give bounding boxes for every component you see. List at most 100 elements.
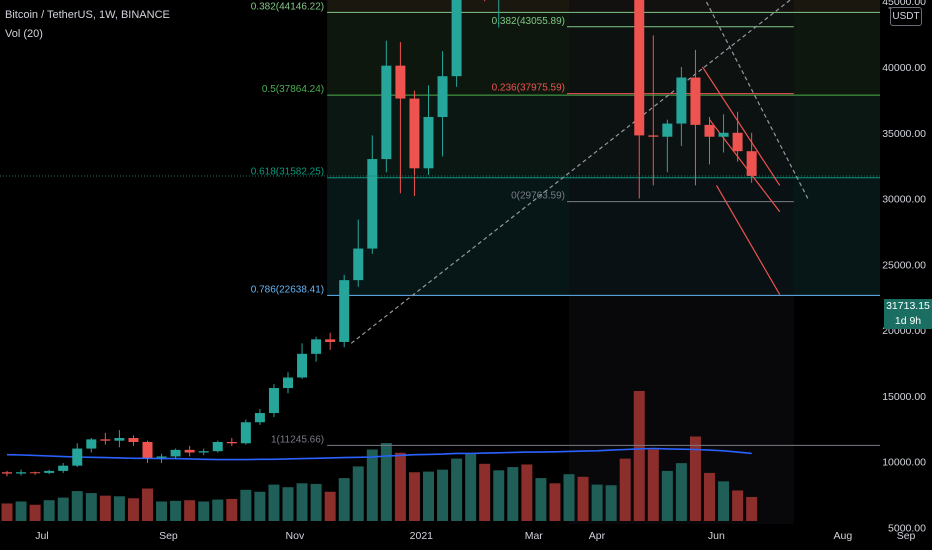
volume-bar [15, 501, 27, 521]
candle-body[interactable] [268, 388, 279, 414]
candle-body[interactable] [254, 413, 265, 423]
volume-bar [352, 466, 364, 521]
bar-countdown-tag: 1d 9h [884, 314, 932, 329]
candle-body[interactable] [451, 0, 462, 77]
symbol-title[interactable]: Bitcoin / TetherUS, 1W, BINANCE [5, 9, 170, 21]
volume-indicator-label[interactable]: Vol (20) [5, 28, 43, 40]
trendline[interactable] [350, 0, 932, 344]
candle-body[interactable] [732, 132, 743, 152]
volume-bar [1, 503, 13, 521]
candle-body[interactable] [718, 132, 729, 137]
volume-bar [605, 485, 617, 521]
volume-bar [563, 474, 575, 521]
candle-body[interactable] [409, 98, 420, 169]
candle-body[interactable] [325, 339, 336, 342]
candle-body[interactable] [381, 65, 392, 160]
candle-body[interactable] [423, 116, 434, 169]
candle-body[interactable] [184, 449, 195, 453]
time-tick-label: Sep [897, 530, 916, 542]
last-price-tag: 31713.15 [884, 299, 932, 314]
candle-body[interactable] [437, 76, 448, 117]
volume-bar [29, 504, 41, 521]
candle-body[interactable] [395, 65, 406, 99]
price-tick-label: 15000.00 [882, 391, 926, 403]
price-tick-label: 10000.00 [882, 457, 926, 469]
channel-line[interactable] [701, 66, 781, 186]
volume-bar [746, 496, 758, 521]
candle-body[interactable] [353, 248, 364, 281]
volume-bar [71, 491, 83, 521]
candle-body[interactable] [2, 472, 12, 474]
candle-body[interactable] [240, 422, 251, 444]
volume-bar [507, 467, 519, 521]
volume-bar [338, 478, 350, 521]
candle-body[interactable] [128, 438, 139, 442]
volume-ma-line [6, 447, 752, 461]
volume-bar [493, 470, 505, 521]
volume-bar [437, 469, 449, 521]
volume-bar [184, 500, 196, 521]
time-axis[interactable] [0, 524, 880, 550]
fib-level-label: 1(11245.66) [271, 434, 324, 445]
candle-body[interactable] [339, 280, 350, 342]
candle-body[interactable] [170, 449, 181, 457]
candle-body[interactable] [58, 465, 69, 471]
volume-bar [366, 449, 378, 521]
volume-bar [619, 458, 631, 521]
candle-body[interactable] [311, 339, 322, 354]
candle-body[interactable] [283, 377, 293, 389]
price-tick-label: 35000.00 [882, 128, 926, 140]
candle-body[interactable] [648, 135, 659, 137]
candle-body[interactable] [704, 124, 715, 137]
candle-body[interactable] [634, 0, 645, 136]
volume-bar [423, 471, 434, 521]
volume-bar [324, 491, 336, 521]
candle-body[interactable] [367, 159, 378, 249]
candle-body[interactable] [156, 456, 167, 458]
volume-bar [268, 484, 280, 521]
candle-body[interactable] [212, 441, 223, 452]
time-tick-label: Aug [834, 530, 853, 542]
volume-bar [99, 495, 111, 521]
candle-body[interactable] [30, 472, 41, 474]
candle-body[interactable] [72, 448, 83, 466]
candle-body[interactable] [100, 439, 111, 441]
candle-body[interactable] [746, 151, 757, 177]
candle-body[interactable] [226, 441, 237, 444]
volume-bar [240, 489, 252, 521]
candle-body[interactable] [114, 438, 125, 441]
volume-bar [85, 493, 97, 521]
volume-bar [577, 476, 589, 521]
candle-body[interactable] [142, 441, 153, 458]
volume-bar [689, 436, 701, 521]
volume-bar [198, 501, 210, 521]
price-tick-label: 40000.00 [882, 62, 926, 74]
price-axis[interactable] [880, 0, 932, 550]
currency-unit-button[interactable]: USDT [890, 7, 922, 26]
volume-bar [549, 483, 561, 521]
volume-bar [296, 483, 308, 521]
candle-body[interactable] [690, 77, 701, 125]
fib-level-label: 0.618(31582.25) [251, 167, 324, 178]
volume-bar [113, 496, 125, 521]
channel-line[interactable] [716, 185, 781, 295]
candle-body[interactable] [44, 470, 55, 473]
candle-body[interactable] [662, 123, 673, 137]
time-tick-label: Nov [286, 530, 305, 542]
candle-body[interactable] [198, 451, 209, 453]
volume-bar [718, 481, 730, 521]
candle-body[interactable] [16, 472, 27, 474]
candle-body[interactable] [676, 77, 687, 124]
fib-level-label: 0(29763.59) [511, 191, 565, 202]
candle-body[interactable] [297, 353, 308, 378]
trendline[interactable] [572, 0, 809, 199]
time-tick-label: Jun [708, 530, 725, 542]
price-tick-label: 30000.00 [882, 194, 926, 206]
volume-bar [535, 478, 547, 521]
volume-bar [661, 470, 673, 521]
volume-bar [647, 449, 659, 521]
fib-level-label: 0.786(22638.41) [251, 284, 324, 295]
candle-body[interactable] [86, 439, 97, 449]
